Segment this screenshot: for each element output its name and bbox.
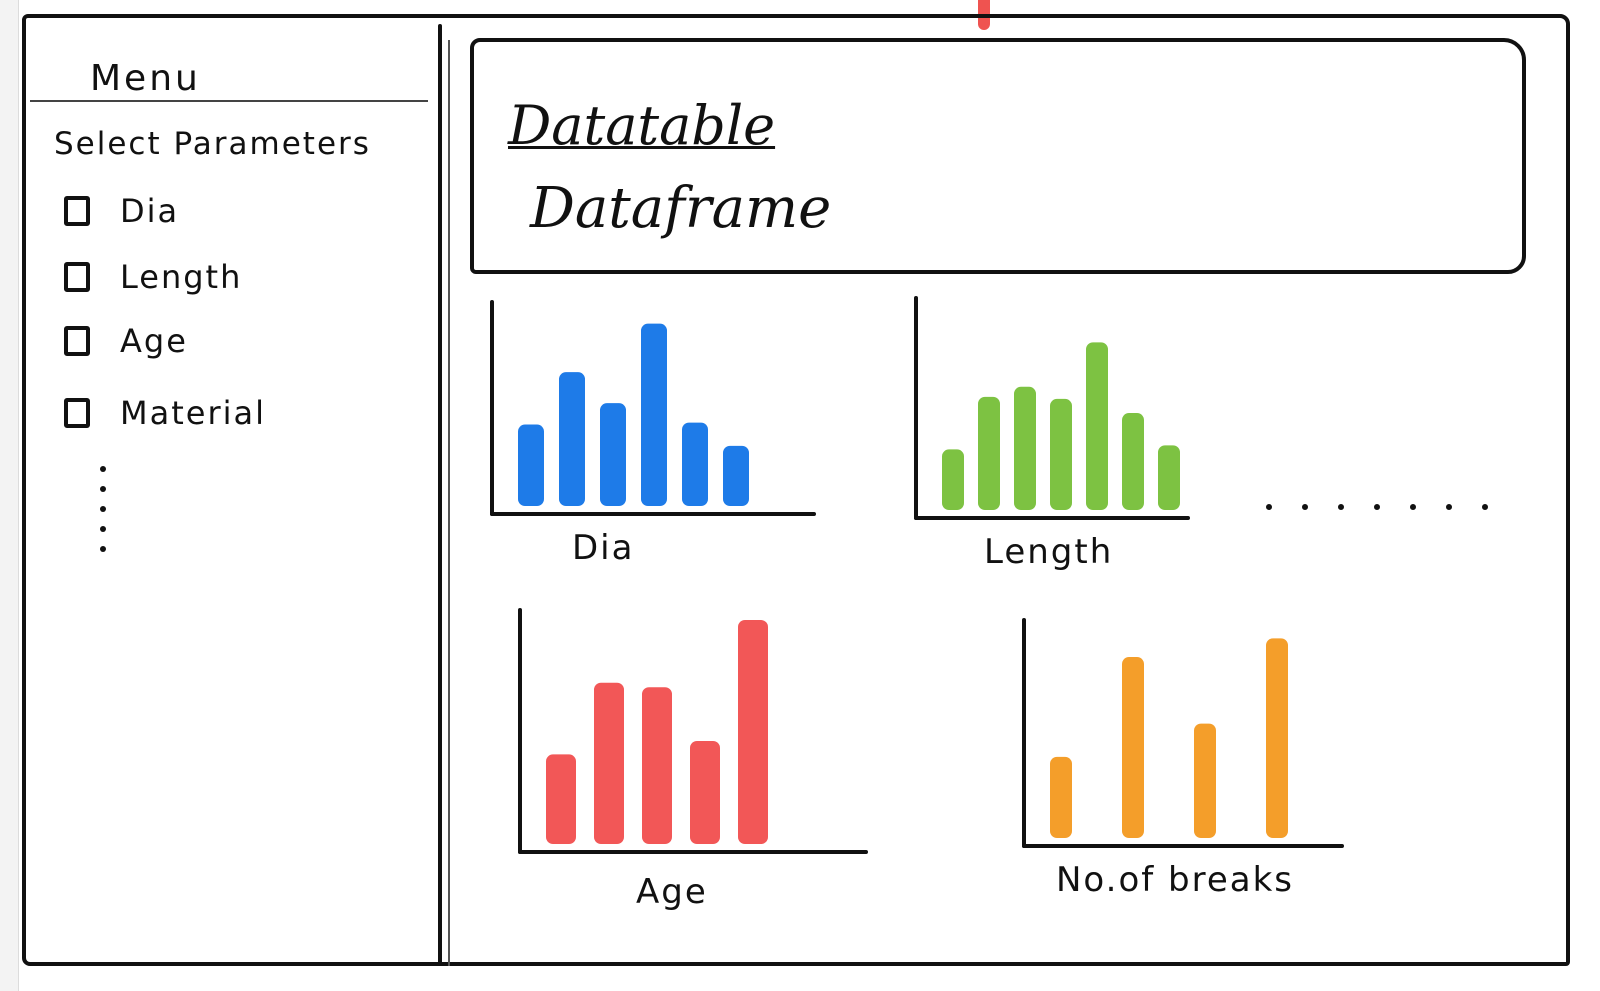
- checkbox-length[interactable]: [64, 262, 90, 292]
- datatable-label: Datatable: [508, 94, 776, 157]
- chart-label-breaks: No.of breaks: [1056, 860, 1294, 900]
- bar: [1050, 756, 1072, 838]
- sidebar: Menu Select Parameters Dia Length Age Ma…: [26, 18, 436, 958]
- checkbox-age[interactable]: [64, 326, 90, 356]
- bar: [1122, 413, 1144, 510]
- bar: [642, 687, 672, 844]
- bar: [1122, 657, 1144, 838]
- bar: [978, 396, 1000, 510]
- menu-title: Menu: [90, 58, 201, 99]
- sidebar-divider: [438, 24, 442, 966]
- bar: [723, 445, 749, 506]
- select-parameters-label: Select Parameters: [54, 126, 371, 162]
- checkbox-material[interactable]: [64, 398, 90, 428]
- scrollbar-edge: [0, 0, 19, 991]
- bar: [1266, 638, 1288, 838]
- bar: [1050, 398, 1072, 510]
- param-label-length: Length: [120, 258, 243, 296]
- param-item-dia[interactable]: Dia: [64, 192, 179, 230]
- bar: [518, 424, 544, 506]
- bar: [690, 740, 720, 844]
- bar: [682, 422, 708, 506]
- datatable-panel: [470, 38, 1526, 274]
- sidebar-divider-inner: [448, 40, 450, 966]
- param-label-age: Age: [120, 322, 188, 360]
- bar: [738, 620, 768, 844]
- more-params-indicator: [100, 466, 106, 552]
- chart-0: [490, 300, 816, 516]
- bar: [600, 403, 626, 506]
- param-label-dia: Dia: [120, 192, 180, 230]
- bar: [546, 754, 576, 844]
- bar: [594, 682, 624, 844]
- chart-3: [1022, 618, 1344, 848]
- menu-divider: [30, 100, 428, 102]
- chart-label-dia: Dia: [572, 528, 635, 568]
- bar: [1158, 445, 1180, 510]
- more-charts-indicator: [1266, 504, 1488, 510]
- bar: [1086, 342, 1108, 510]
- bar: [1194, 723, 1216, 838]
- chart-1: [914, 296, 1190, 520]
- bar: [559, 372, 585, 506]
- chart-label-age: Age: [636, 872, 708, 912]
- bar: [641, 323, 667, 506]
- chart-2: [518, 608, 868, 854]
- param-label-material: Material: [120, 394, 266, 432]
- bar: [942, 449, 964, 510]
- param-item-length[interactable]: Length: [64, 258, 242, 296]
- param-item-age[interactable]: Age: [64, 322, 188, 360]
- param-item-material[interactable]: Material: [64, 394, 266, 432]
- chart-label-length: Length: [984, 532, 1114, 572]
- dataframe-label: Dataframe: [530, 176, 832, 241]
- checkbox-dia[interactable]: [64, 196, 90, 226]
- bar: [1014, 386, 1036, 510]
- app-frame: [22, 14, 1570, 966]
